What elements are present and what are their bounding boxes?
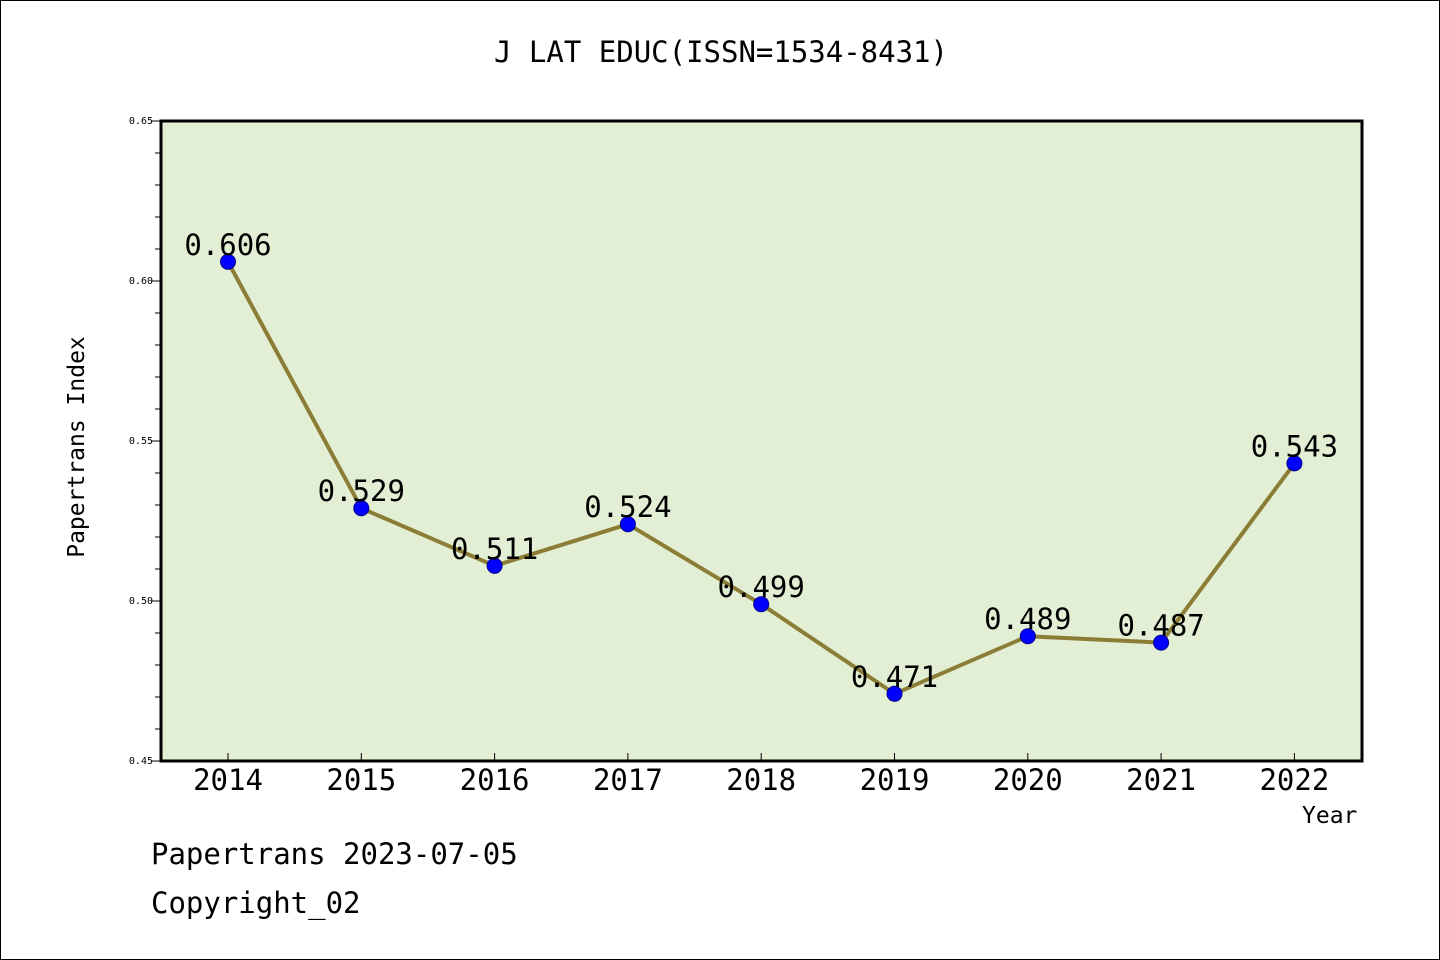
data-label: 0.529	[318, 474, 405, 508]
x-tick-label: 2021	[1126, 763, 1196, 797]
y-tick-label: 0.65	[129, 116, 153, 127]
x-tick-label: 2020	[993, 763, 1063, 797]
x-tick-label: 2015	[326, 763, 396, 797]
data-label: 0.499	[718, 570, 805, 604]
y-tick-label: 0.45	[129, 756, 153, 767]
data-label: 0.543	[1251, 429, 1338, 463]
y-tick-label: 0.50	[129, 596, 153, 607]
data-label: 0.524	[584, 490, 671, 524]
data-point-marker	[753, 596, 770, 613]
data-label: 0.606	[184, 228, 271, 262]
plot-area	[159, 119, 1364, 763]
chart-title: J LAT EDUC(ISSN=1534-8431)	[494, 35, 948, 69]
x-axis-label: Year	[1302, 803, 1358, 829]
data-point-marker	[886, 685, 903, 702]
data-point-marker	[619, 516, 636, 533]
footer-date-text: Papertrans 2023-07-05	[151, 837, 518, 871]
data-label: 0.471	[851, 660, 938, 694]
footer-copyright-text: Copyright_02	[151, 886, 361, 920]
data-point-marker	[353, 500, 370, 517]
x-tick-label: 2016	[460, 763, 530, 797]
data-label: 0.487	[1117, 609, 1204, 643]
data-label: 0.489	[984, 602, 1071, 636]
x-tick-label: 2019	[860, 763, 930, 797]
y-tick-label: 0.60	[129, 276, 153, 287]
x-tick-label: 2022	[1259, 763, 1329, 797]
data-point-marker	[220, 253, 236, 270]
data-point-marker	[1153, 634, 1170, 651]
y-tick-label: 0.55	[129, 436, 153, 447]
x-tick-label: 2017	[593, 763, 663, 797]
data-point-marker	[1019, 628, 1036, 645]
data-label: 0.511	[451, 532, 538, 566]
data-point-marker	[486, 557, 503, 574]
x-tick-label: 2014	[193, 763, 263, 797]
data-point-marker	[1286, 455, 1303, 472]
y-axis-label: Papertrans Index	[64, 336, 90, 558]
x-tick-label: 2018	[726, 763, 796, 797]
